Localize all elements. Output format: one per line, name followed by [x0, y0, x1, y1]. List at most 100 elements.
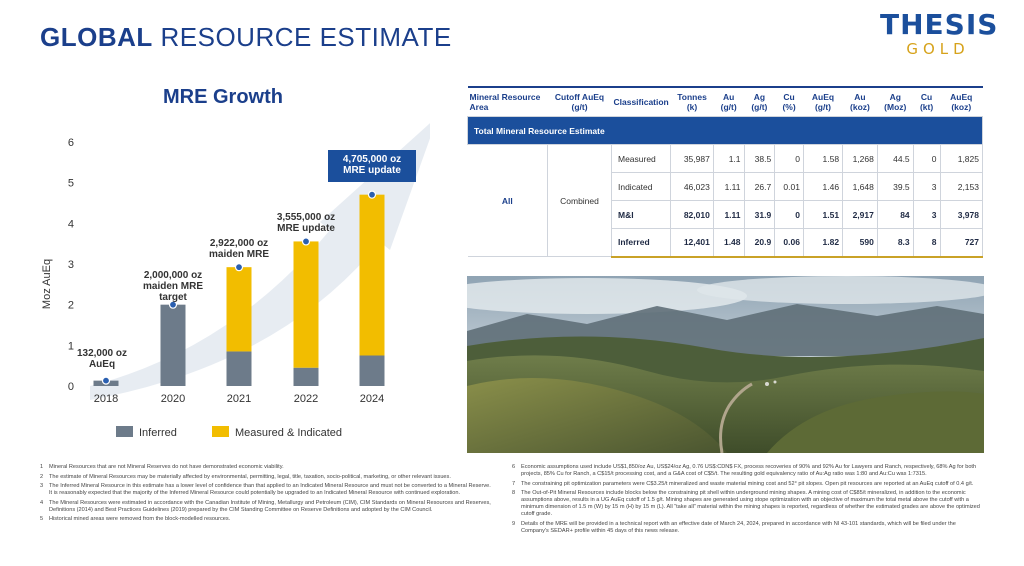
logo-wordmark: THESIS: [880, 8, 999, 41]
table-cell: 1,268: [842, 144, 878, 173]
y-tick-label: 6: [68, 137, 74, 149]
area-cell: All: [467, 144, 549, 257]
cutoff-cell: Combined: [547, 144, 612, 257]
bar-inferred: [160, 304, 186, 386]
column-header: Au (g/t): [720, 92, 737, 112]
table-row: All Combined Measured 35,987 1.1 38.5 0 1.58 1,2…: [467, 144, 983, 257]
table-cell: 0: [912, 144, 941, 173]
table-cell: 12,401: [670, 228, 714, 258]
table-cell: 20.9: [743, 228, 776, 258]
footnote-text: The Inferred Mineral Resource in this es…: [49, 483, 491, 496]
footnote-number: 5: [40, 516, 44, 522]
data-label: AuEq: [89, 359, 115, 370]
table-cell: 1.46: [802, 172, 844, 201]
data-label: 3,555,000 oz: [277, 212, 335, 223]
mountain-valley-image: [467, 276, 984, 453]
column-header: Ag (g/t): [751, 92, 768, 112]
table-header-row: Mineral Resource Area Cutoff AuEq (g/t) Cl…: [467, 87, 983, 117]
column-header: Ag (Moz): [884, 92, 907, 112]
table-cell: 0: [774, 200, 804, 229]
table-cell: 1.11: [712, 200, 745, 229]
footnote-number: 3: [40, 483, 44, 489]
footnote-text: Economic assumptions used include US$1,8…: [521, 464, 977, 477]
table-cell: 1,648: [842, 172, 878, 201]
y-tick-label: 2: [68, 300, 74, 312]
table-cell: 3: [912, 200, 941, 229]
legend-label-mi: Measured & Indicated: [235, 427, 342, 439]
x-tick-label: 2022: [294, 393, 318, 405]
table-cell: 38.5: [743, 144, 776, 173]
bar-top-marker: [234, 263, 244, 272]
table-cell: 3,978: [939, 200, 983, 229]
data-label: 132,000 oz: [77, 348, 127, 359]
y-tick-label: 3: [68, 259, 74, 271]
bar-top-marker: [168, 300, 178, 309]
bar-top-marker: [101, 376, 111, 385]
logo-subtitle: GOLD: [906, 40, 970, 58]
footnote-text: Details of the MRE will be provided in a…: [521, 520, 956, 534]
table-cell: 0: [774, 144, 804, 173]
table-cell: 2,917: [842, 200, 878, 229]
footnote-number: 1: [40, 464, 44, 470]
table-cell: 727: [939, 228, 983, 258]
column-header: Au (koz): [850, 92, 870, 112]
y-tick-label: 1: [68, 340, 74, 352]
footnote-number: 7: [512, 480, 516, 487]
footnote: 5 Historical mined areas were removed fro…: [40, 516, 495, 523]
footnote-text: Historical mined areas were removed from…: [49, 516, 231, 522]
y-tick-label: 4: [68, 218, 74, 230]
data-label: maiden MRE: [143, 281, 203, 292]
footnote-text: Mineral Resources that are not Mineral R…: [49, 464, 284, 470]
footnote-number: 9: [512, 520, 516, 527]
classification-cell: Indicated: [610, 172, 672, 201]
footnote-number: 8: [512, 490, 516, 496]
table-cell: 1.1: [712, 144, 745, 173]
x-tick-label: 2020: [161, 393, 185, 405]
table-cell: 3: [912, 172, 941, 201]
table-cell: 1.51: [802, 200, 844, 229]
x-tick-label: 2024: [360, 393, 384, 405]
data-label: 4,705,000 oz: [343, 154, 401, 165]
bar-measured-indicated: [293, 241, 319, 368]
data-label: maiden MRE: [209, 249, 269, 260]
column-header: Mineral Resource Area: [469, 92, 541, 112]
footnote-number: 6: [512, 464, 516, 470]
page-title-bold: GLOBAL: [40, 22, 153, 52]
company-logo: THESIS GOLD: [880, 8, 999, 58]
table-cell: 26.7: [743, 172, 776, 201]
table-cell: 8.3: [876, 228, 914, 258]
legend-label-inferred: Inferred: [139, 427, 177, 439]
table-cell: 590: [842, 228, 878, 258]
table-row: Inferred 12,401 1.48 20.9 0.06 1.82 590 8.3 8 727: [468, 228, 983, 258]
data-label: 2,922,000 oz: [210, 238, 268, 249]
footnote: 9 Details of the MRE will be provided in …: [512, 521, 984, 535]
footnote: 6 Economic assumptions used include US$1,…: [512, 464, 984, 478]
footnote-number: 2: [40, 473, 44, 480]
footnote: 3 The Inferred Mineral Resource in this e…: [40, 483, 495, 497]
column-header: AuEq (g/t): [811, 92, 835, 112]
page-title: GLOBAL RESOURCE ESTIMATE: [40, 22, 452, 53]
bar-top-marker: [301, 237, 311, 246]
table-cell: 1.82: [802, 228, 844, 258]
footnote: 8 The Out-of-Pit Mineral Resources includ…: [512, 490, 984, 518]
table-cell: 1.58: [802, 144, 844, 173]
table-cell: 0.06: [774, 228, 804, 258]
legend-swatch-inferred: [116, 426, 133, 437]
data-label: MRE update: [343, 165, 401, 176]
legend-swatch-mi: [212, 426, 229, 437]
footnote-text: The constraining pit optimization parame…: [521, 480, 974, 487]
section-title: Total Mineral Resource Estimate: [467, 116, 983, 145]
data-label: target: [159, 292, 187, 303]
y-tick-label: 0: [68, 381, 74, 393]
classification-cell: M&I: [610, 200, 672, 229]
mre-growth-chart: 0 1 2 3 4 5 6 Moz AuEq 2018 2020 2021 2022 2024 132,0…: [41, 123, 430, 439]
footnote: 1 Mineral Resources that are not Mineral …: [40, 464, 495, 471]
footnote: 4 The Mineral Resources were estimated in…: [40, 500, 495, 514]
table-cell: 31.9: [743, 200, 776, 229]
bar-inferred: [226, 351, 252, 386]
bar-measured-indicated: [226, 267, 252, 352]
footnotes-left: 1 Mineral Resources that are not Mineral …: [40, 464, 495, 526]
footnote-number: 4: [40, 499, 44, 506]
table-cell: 84: [876, 200, 914, 229]
footnote: 7 The constraining pit optimization param…: [512, 481, 984, 488]
